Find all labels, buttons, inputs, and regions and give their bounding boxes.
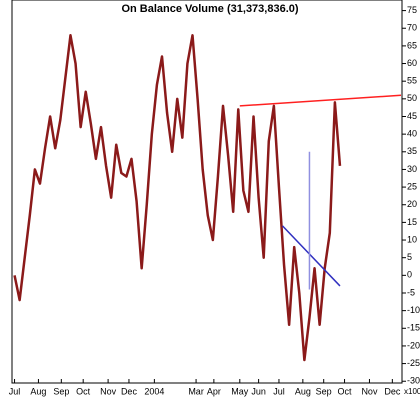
unit-label: x1000 <box>404 387 420 396</box>
x-tick-label: Jul <box>9 386 21 396</box>
plot-frame <box>11 0 403 384</box>
x-tick-label: Aug <box>30 386 46 396</box>
y-tick-label: 20 <box>407 199 417 209</box>
y-tick-label: 50 <box>407 93 417 103</box>
x-tick-label: Jun <box>251 386 266 396</box>
trend-line <box>281 225 341 287</box>
chart-title: On Balance Volume (31,373,836.0) <box>121 3 298 15</box>
y-tick-label: -25 <box>407 358 420 368</box>
x-tick-label: Sep <box>316 386 332 396</box>
x-tick-label: Nov <box>100 386 117 396</box>
y-tick-label: 60 <box>407 58 417 68</box>
y-tick-label: 55 <box>407 76 417 86</box>
x-tick-label: Nov <box>361 386 378 396</box>
y-tick-label: 35 <box>407 146 417 156</box>
x-tick-label: Jul <box>273 386 285 396</box>
y-tick-label: 45 <box>407 111 417 121</box>
y-tick-label: -15 <box>407 323 420 333</box>
y-tick-label: -5 <box>407 287 415 297</box>
series-line <box>13 34 342 362</box>
y-tick-label: -10 <box>407 305 420 315</box>
y-tick-label: 15 <box>407 217 417 227</box>
x-tick-label: May <box>231 386 249 396</box>
trend-line <box>239 94 402 107</box>
y-tick-label: 30 <box>407 164 417 174</box>
y-tick-label: 5 <box>407 252 412 262</box>
x-tick-label: Oct <box>76 386 91 396</box>
y-tick-label: 10 <box>407 234 417 244</box>
y-tick-label: -30 <box>407 376 420 386</box>
x-tick-label: Dec <box>384 386 401 396</box>
y-tick-label: 0 <box>407 270 412 280</box>
x-tick-label: Aug <box>295 386 311 396</box>
y-tick-label: 65 <box>407 40 417 50</box>
x-tick-label: Sep <box>53 386 69 396</box>
x-tick-label: Apr <box>207 386 221 396</box>
x-tick-label: Mar <box>188 386 204 396</box>
x-tick-label: 2004 <box>144 386 164 396</box>
y-tick-label: -20 <box>407 340 420 350</box>
y-tick-label: 25 <box>407 181 417 191</box>
x-tick-label: Dec <box>121 386 138 396</box>
y-tick-label: 75 <box>407 5 417 15</box>
y-tick-label: 70 <box>407 23 417 33</box>
y-tick-label: 40 <box>407 129 417 139</box>
x-tick-label: Oct <box>338 386 353 396</box>
